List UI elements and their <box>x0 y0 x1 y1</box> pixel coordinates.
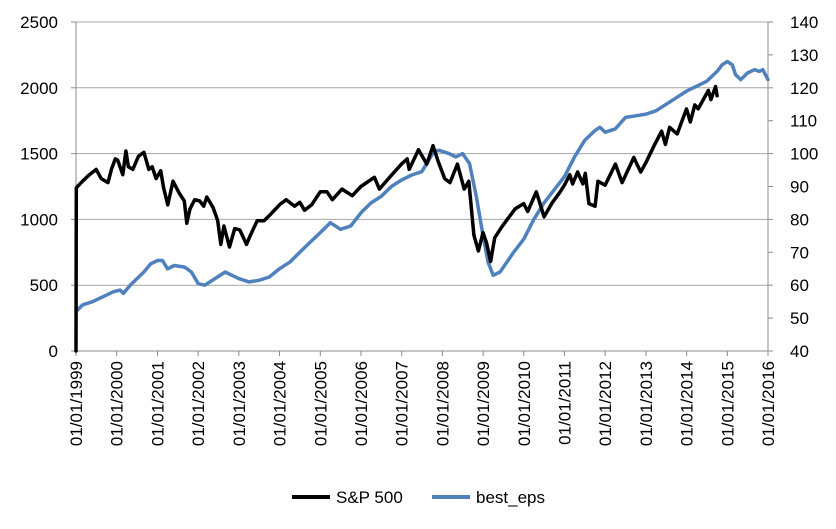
left-y-tick-labels: 0 500 1000 1500 2000 2500 <box>20 13 58 361</box>
left-y-tick-label: 500 <box>30 276 58 295</box>
x-tick-label: 01/01/2009 <box>474 361 493 446</box>
left-y-tick-label: 1500 <box>20 145 58 164</box>
right-y-tick-labels: 40 50 60 70 80 90 100 110 120 130 140 <box>790 13 818 361</box>
x-tick-label: 01/01/2012 <box>596 361 615 446</box>
right-y-tick-label: 100 <box>790 145 818 164</box>
left-y-tick-label: 1000 <box>20 210 58 229</box>
legend-label-best-eps: best_eps <box>476 488 545 507</box>
right-y-tick-label: 130 <box>790 46 818 65</box>
left-y-tick-label: 2000 <box>20 79 58 98</box>
series-lines <box>74 59 770 353</box>
x-tick-label: 01/01/2007 <box>393 361 412 446</box>
x-tick-label: 01/01/2010 <box>515 361 534 446</box>
right-y-tick-label: 120 <box>790 79 818 98</box>
x-tick-label: 01/01/2002 <box>189 361 208 446</box>
x-tick-label: 01/01/2001 <box>148 361 167 446</box>
right-y-tick-label: 50 <box>790 309 809 328</box>
right-y-tick-label: 140 <box>790 13 818 32</box>
right-y-tick-label: 60 <box>790 276 809 295</box>
right-y-tick-label: 110 <box>790 112 817 131</box>
x-tick-label: 01/01/2013 <box>637 361 656 446</box>
x-tick-label: 01/01/2003 <box>230 361 249 446</box>
legend-label-sp500: S&P 500 <box>336 488 403 507</box>
x-tick-label: 01/01/2016 <box>759 361 778 446</box>
series-line-best-eps <box>74 59 770 314</box>
x-tick-label: 01/01/2000 <box>108 361 127 446</box>
right-y-tick-label: 90 <box>790 178 809 197</box>
right-y-tick-label: 40 <box>790 342 809 361</box>
x-tick-label: 01/01/2015 <box>718 361 737 446</box>
right-y-tick-label: 80 <box>790 210 809 229</box>
x-tick-label: 01/01/2014 <box>678 361 697 446</box>
series-line-sp500 <box>74 84 719 353</box>
right-y-tick-label: 70 <box>790 243 809 262</box>
x-tick-label: 01/01/1999 <box>67 361 86 446</box>
x-tick-label: 01/01/2006 <box>352 361 371 446</box>
legend: S&P 500 best_eps <box>292 488 545 507</box>
x-tick-label: 01/01/2011 <box>555 361 574 445</box>
x-tick-label: 01/01/2004 <box>271 361 290 446</box>
x-tick-labels: 01/01/1999 01/01/2000 01/01/2001 01/01/2002… <box>67 361 778 446</box>
left-y-tick-label: 0 <box>49 342 58 361</box>
x-tick-label: 01/01/2008 <box>433 361 452 446</box>
x-tick-label: 01/01/2005 <box>311 361 330 446</box>
left-y-tick-label: 2500 <box>20 13 58 32</box>
